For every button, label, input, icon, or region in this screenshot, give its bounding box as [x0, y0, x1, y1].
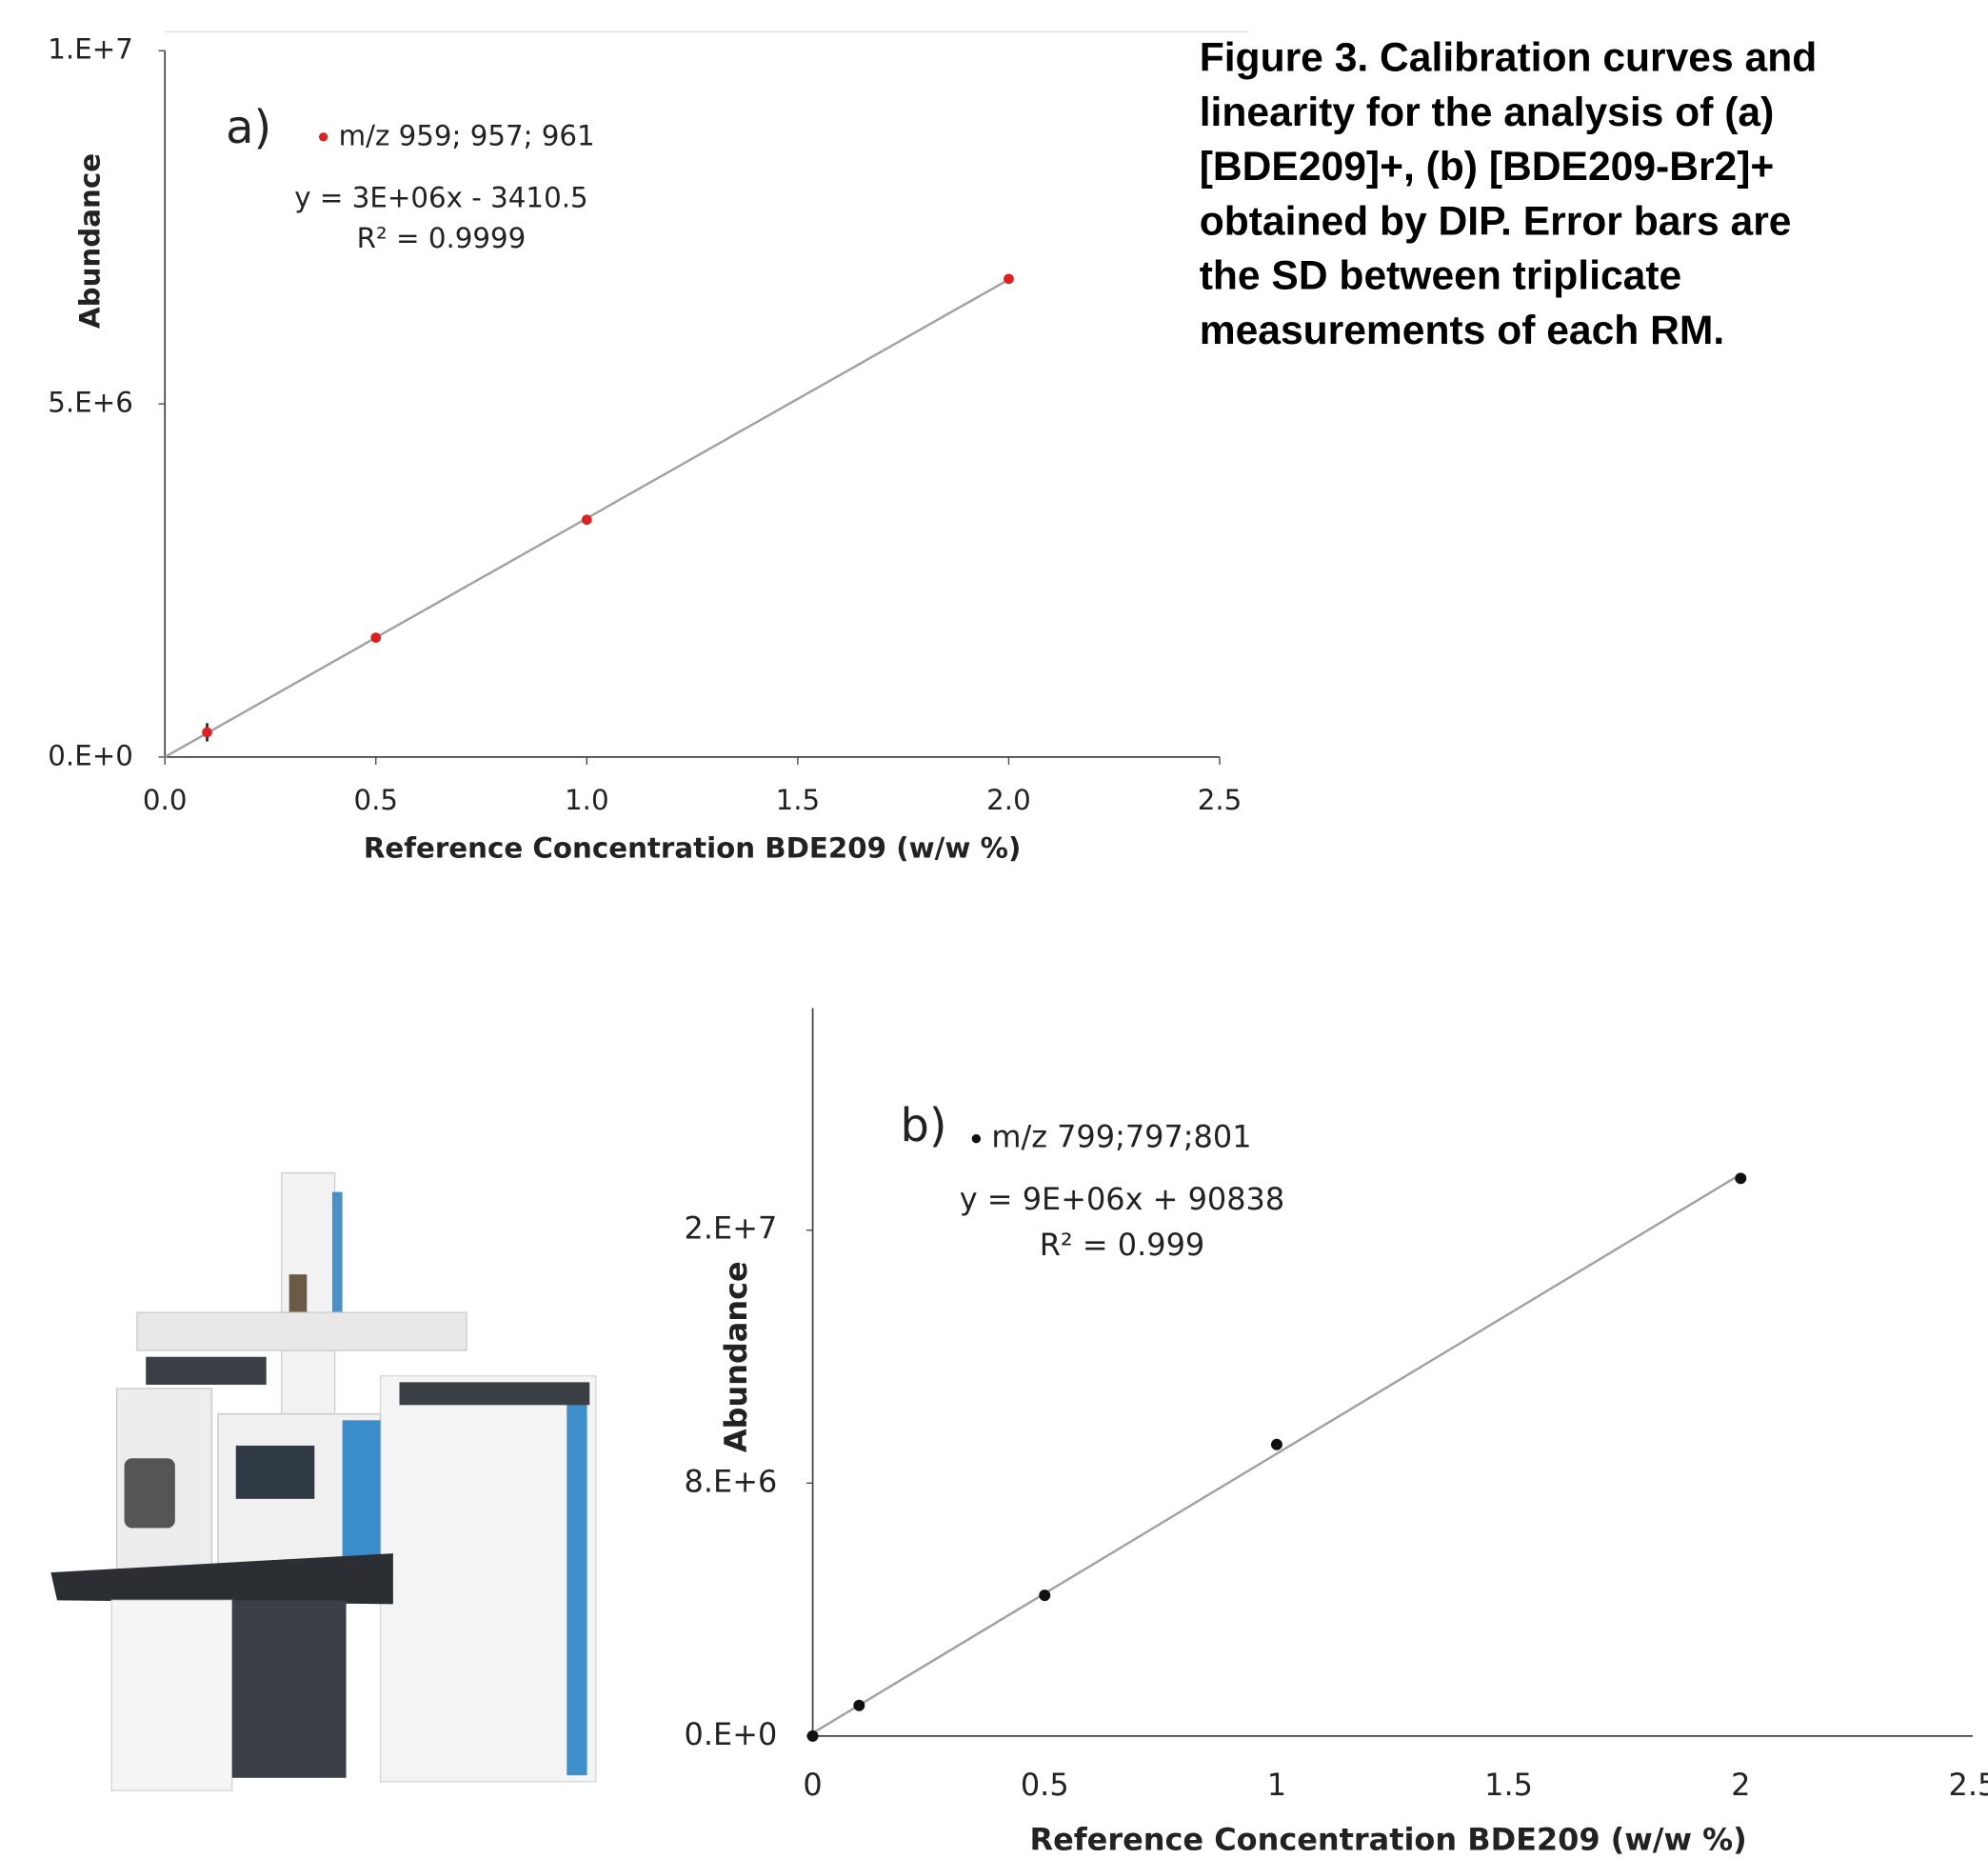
caption-line: [BDE209]+, (b) [BDE209-Br2]+	[1200, 144, 1775, 190]
x-tick-label: 2.5	[1949, 1767, 1988, 1803]
data-point	[581, 514, 592, 526]
legend-marker	[318, 132, 328, 142]
x-tick-label: 1.0	[565, 784, 609, 816]
data-point	[1039, 1589, 1051, 1602]
data-point	[1735, 1172, 1747, 1185]
x-tick-label: 1.5	[1484, 1767, 1533, 1803]
data-point	[1004, 273, 1014, 285]
x-tick-label: 1.5	[776, 784, 821, 816]
trendline-r-squared: R² = 0.999	[1040, 1227, 1205, 1263]
panel-label: a)	[226, 102, 271, 154]
y-tick-label: 2.E+7	[685, 1210, 778, 1247]
x-tick-label: 2.5	[1198, 784, 1242, 816]
trendline-r-squared: R² = 0.9999	[357, 222, 527, 254]
caption-line: Figure 3. Calibration curves and	[1200, 35, 1818, 81]
y-axis-title: Abundance	[718, 1261, 754, 1452]
trendline-equation: y = 9E+06x + 90838	[960, 1181, 1284, 1217]
instrument-illustration	[50, 1171, 597, 1791]
legend-label: m/z 799;797;801	[991, 1119, 1251, 1155]
data-point	[806, 1729, 819, 1742]
y-tick-label: 0.E+0	[685, 1716, 778, 1752]
x-tick-label: 1	[1267, 1767, 1286, 1803]
x-axis-title: Reference Concentration BDE209 (w/w %)	[364, 832, 1021, 865]
x-axis-title: Reference Concentration BDE209 (w/w %)	[1030, 1821, 1747, 1857]
y-tick-label: 1.E+7	[48, 33, 133, 66]
caption: Figure 3. Calibration curves and lineari…	[1200, 35, 1818, 353]
legend-marker	[971, 1134, 982, 1144]
x-tick-label: 2.0	[986, 784, 1031, 816]
chart: 0.E+0 5.E+6 1.E+7 0.0 0.5 1.0 1.5 2.0 2.5 Referen…	[48, 33, 1242, 865]
data-point	[1270, 1438, 1282, 1450]
x-tick-label: 0.5	[353, 784, 398, 816]
x-tick-label: 2	[1731, 1767, 1750, 1803]
x-tick-label: 0.5	[1021, 1767, 1069, 1803]
caption-line: the SD between triplicate	[1200, 253, 1682, 299]
trendline-equation: y = 3E+06x - 3410.5	[294, 182, 587, 214]
data-point	[202, 727, 212, 738]
data-point	[370, 632, 382, 643]
y-tick-label: 8.E+6	[685, 1463, 778, 1499]
caption-line: measurements of each RM.	[1200, 308, 1725, 353]
panel-label: b)	[900, 1100, 946, 1152]
y-axis-title: Abundance	[73, 153, 106, 329]
x-tick-label: 0	[803, 1767, 822, 1803]
y-tick-label: 5.E+6	[48, 387, 133, 419]
trendline	[811, 1173, 1741, 1734]
caption-line: linearity for the analysis of (a)	[1200, 90, 1775, 135]
y-tick-label: 0.E+0	[48, 739, 133, 771]
caption-line: obtained by DIP. Error bars are	[1200, 198, 1792, 244]
chart: 0.E+0 8.E+6 2.E+7 0 0.5 1 1.5 2 2.5 Reference Con…	[685, 1008, 1988, 1857]
x-tick-label: 0.0	[143, 784, 188, 816]
legend-label: m/z 959; 957; 961	[339, 119, 595, 151]
data-point	[853, 1699, 865, 1711]
